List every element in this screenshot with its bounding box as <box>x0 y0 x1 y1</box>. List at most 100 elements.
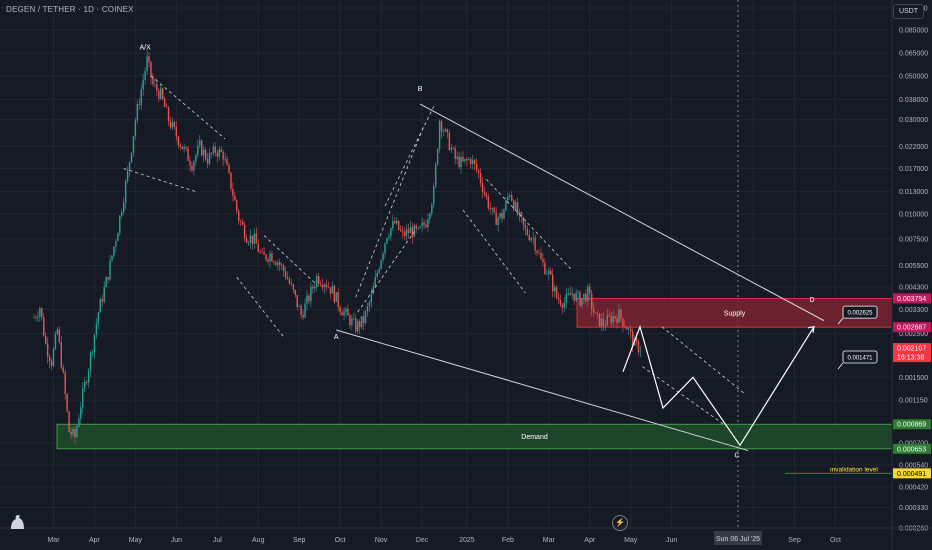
candle-body <box>66 393 68 412</box>
candle-body <box>622 318 624 327</box>
candle-body <box>397 220 400 230</box>
price-label: 0.000491 <box>897 471 926 478</box>
candle-body <box>591 293 593 309</box>
candle-body <box>431 204 433 214</box>
candle-body <box>587 286 589 302</box>
candle-body <box>616 318 618 323</box>
candle-body <box>169 121 172 128</box>
candle-body <box>327 287 330 288</box>
candle-body <box>637 340 640 353</box>
x-tick-label: Sep <box>293 537 306 544</box>
candle-body <box>481 182 484 192</box>
candle-body <box>446 129 449 133</box>
candle-body <box>72 429 74 435</box>
candle-body <box>618 309 620 323</box>
target-callout-box[interactable] <box>842 350 878 364</box>
candle-body <box>364 311 367 324</box>
candle-body <box>216 152 218 157</box>
candle-body <box>113 246 115 256</box>
candle-body <box>263 252 265 255</box>
candle-body <box>452 147 454 149</box>
candle-body <box>425 224 427 228</box>
candle-body <box>191 165 193 171</box>
candle-body <box>261 251 263 253</box>
candle-body <box>351 318 353 326</box>
candle-body <box>167 107 170 122</box>
candle-body <box>333 285 335 302</box>
candle-body <box>154 84 156 85</box>
candle-body <box>136 104 139 121</box>
price-label: 0.000869 <box>897 422 926 429</box>
y-tick-label: 0.001500 <box>899 375 928 382</box>
candle-body <box>612 316 614 323</box>
candle-body <box>240 221 242 222</box>
demand-zone[interactable] <box>56 423 893 450</box>
invalidation-label: invalidation level <box>830 466 878 473</box>
candle-body <box>179 145 181 147</box>
candle-body <box>284 271 287 278</box>
currency-selector[interactable]: USDT <box>892 4 924 19</box>
x-tick-label: 2025 <box>459 537 475 544</box>
candle-body <box>456 156 458 159</box>
candle-body <box>362 316 365 324</box>
candle-body <box>419 226 421 228</box>
candle-body <box>202 149 205 156</box>
x-tick-label: Jul <box>213 537 222 544</box>
candle-body <box>355 318 357 332</box>
candle-body <box>450 147 452 151</box>
target-callout-box[interactable] <box>842 305 878 319</box>
candle-body <box>485 193 488 197</box>
x-tick-label: May <box>129 537 143 544</box>
candle-body <box>594 312 597 314</box>
candle-body <box>477 170 480 173</box>
candle-body <box>528 234 530 241</box>
candle-body <box>158 90 160 99</box>
candle-body <box>314 286 316 289</box>
channel-line <box>642 366 727 427</box>
price-label-box <box>893 468 931 479</box>
y-tick-label: 0.022000 <box>899 144 928 151</box>
channel-line <box>355 125 425 298</box>
zones-layer: Supply Demand invalidation level <box>56 298 893 474</box>
candle-body <box>542 259 544 263</box>
candle-body <box>280 264 283 266</box>
candle-body <box>78 418 80 427</box>
candle-body <box>82 388 84 408</box>
candle-body <box>275 262 277 265</box>
candle-body <box>279 262 281 265</box>
candle-body <box>140 89 142 105</box>
candle-body <box>335 292 337 302</box>
candle-body <box>193 161 195 171</box>
candle-body <box>52 348 55 367</box>
candle-body <box>251 235 254 244</box>
candle-body <box>163 98 166 107</box>
candle-body <box>357 321 359 332</box>
candle-body <box>152 77 154 85</box>
candle-body <box>567 293 569 294</box>
candle-body <box>238 210 240 222</box>
lightning-icon[interactable]: ⚡ <box>612 515 628 531</box>
candle-body <box>265 254 267 260</box>
candle-body <box>421 222 423 227</box>
candle-body <box>514 202 517 210</box>
candle-body <box>497 217 499 225</box>
candle-body <box>199 140 201 146</box>
candle-body <box>522 217 525 225</box>
candle-body <box>318 276 320 285</box>
y-tick-label: 0.000260 <box>899 526 928 533</box>
candle-body <box>536 250 538 253</box>
y-tick-label: 0.010000 <box>899 212 928 219</box>
demand-zone-label: Demand <box>521 434 548 441</box>
candle-body <box>308 295 310 302</box>
candle-body <box>138 104 140 105</box>
candle-body <box>128 162 131 171</box>
tradingview-logo-icon[interactable] <box>8 513 28 531</box>
candle-body <box>376 272 378 277</box>
candle-body <box>123 202 125 212</box>
candle-body <box>56 329 59 335</box>
y-tick-label: 0.002500 <box>899 331 928 338</box>
candle-body <box>524 224 527 229</box>
candle-body <box>183 147 185 150</box>
candle-body <box>396 220 398 224</box>
